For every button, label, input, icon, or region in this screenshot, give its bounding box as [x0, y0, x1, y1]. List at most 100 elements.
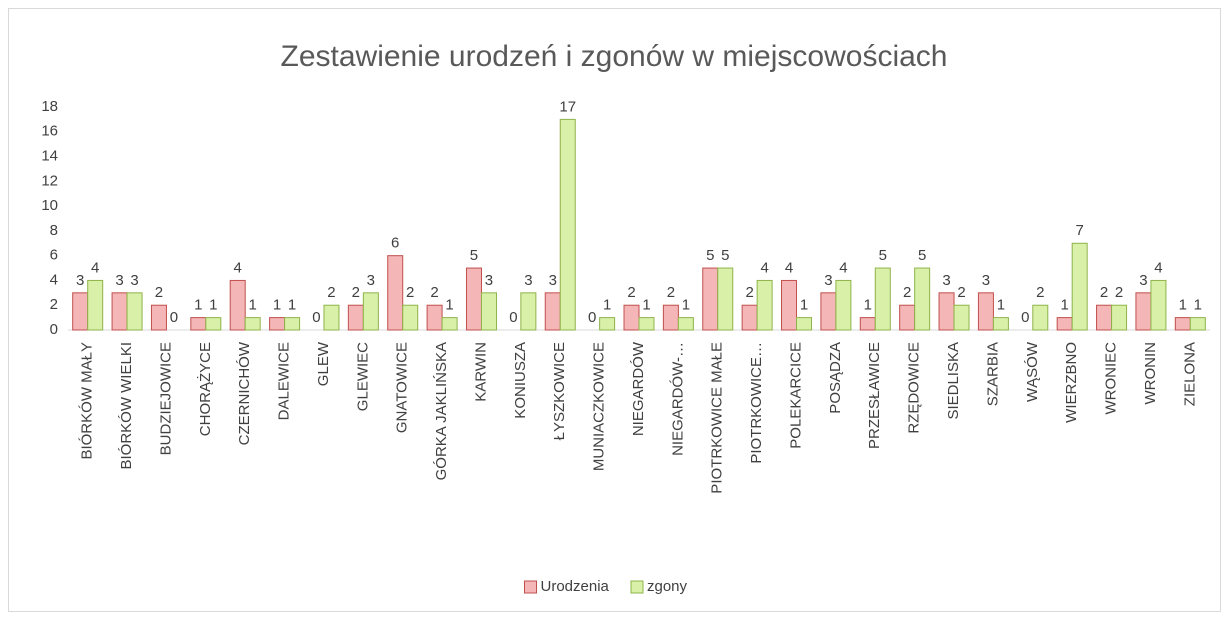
y-tick-label: 0	[50, 321, 58, 338]
data-label: 0	[588, 309, 596, 326]
x-tick-label: KONIUSZA	[512, 342, 529, 419]
data-label: 3	[485, 272, 493, 289]
bar	[520, 292, 537, 331]
x-tick-label: PIOTRKOWICE…	[748, 342, 765, 464]
data-label: 1	[1179, 297, 1187, 314]
data-label: 3	[942, 272, 950, 289]
data-label: 3	[367, 272, 375, 289]
bar	[874, 267, 891, 331]
x-tick-label: WRONIEC	[1103, 342, 1120, 415]
x-tick-label: GÓRKA JAKLIŃSKA	[433, 342, 450, 480]
data-label: 2	[1100, 284, 1108, 301]
bar	[1056, 317, 1073, 331]
data-label: 0	[312, 309, 320, 326]
bar	[796, 317, 813, 331]
bar	[677, 317, 694, 331]
bar	[323, 304, 340, 331]
bar	[111, 292, 128, 331]
bar	[190, 317, 207, 331]
data-label: 2	[627, 284, 635, 301]
bar	[741, 304, 758, 331]
bar	[72, 292, 89, 331]
x-tick-label: ŁYSZKOWICE	[551, 342, 568, 440]
data-label: 1	[603, 297, 611, 314]
x-tick-label: RZĘDOWICE	[906, 342, 923, 434]
x-tick-label: PRZESŁAWICE	[866, 342, 883, 449]
bar	[87, 279, 104, 331]
legend-swatch	[524, 580, 537, 594]
x-tick-label: POSĄDZA	[827, 342, 844, 414]
data-label: 1	[249, 297, 257, 314]
data-label: 3	[130, 272, 138, 289]
x-tick-label: WRONIN	[1142, 342, 1159, 405]
bar	[544, 292, 561, 331]
x-tick-label: PIOTRKOWICE MAŁE	[709, 342, 726, 494]
bar	[717, 267, 734, 331]
data-label: 5	[706, 247, 714, 264]
data-label: 1	[273, 297, 281, 314]
bar	[953, 304, 970, 331]
bar	[269, 317, 286, 331]
data-label: 3	[1139, 272, 1147, 289]
bar	[126, 292, 143, 331]
data-label: 1	[642, 297, 650, 314]
x-tick-label: SZARBIA	[984, 342, 1001, 406]
bar	[480, 292, 497, 331]
bar	[426, 304, 443, 331]
x-tick-label: KARWIN	[472, 342, 489, 402]
data-label: 2	[903, 284, 911, 301]
bar	[781, 279, 798, 331]
x-tick-label: NIEGARDÓW	[630, 341, 647, 436]
bar	[1111, 304, 1128, 331]
data-label: 2	[667, 284, 675, 301]
bar	[820, 292, 837, 331]
data-label: 1	[288, 297, 296, 314]
x-tick-label: BIÓRKÓW WIELKI	[118, 342, 135, 470]
data-label: 2	[957, 284, 965, 301]
x-tick-label: CHORĄŻYCE	[196, 342, 214, 436]
data-label: 0	[170, 309, 178, 326]
bar	[244, 317, 261, 331]
bar	[402, 304, 419, 331]
data-label: 1	[997, 297, 1005, 314]
data-label: 1	[209, 297, 217, 314]
bar	[662, 304, 679, 331]
data-label: 0	[1021, 309, 1029, 326]
x-tick-label: DALEWICE	[276, 342, 293, 420]
x-tick-label: WIERZBNO	[1063, 342, 1080, 423]
data-label: 4	[1154, 259, 1162, 276]
bar	[899, 304, 916, 331]
data-label: 1	[800, 297, 808, 314]
bar	[623, 304, 640, 331]
legend-label: zgony	[647, 578, 688, 595]
y-tick-label: 2	[50, 296, 58, 313]
data-label: 5	[470, 247, 478, 264]
bar	[859, 317, 876, 331]
x-tick-label: BIÓRKÓW MAŁY	[79, 342, 96, 460]
bar	[914, 267, 931, 331]
bar	[1150, 279, 1167, 331]
data-label: 2	[406, 284, 414, 301]
y-tick-label: 4	[50, 271, 58, 288]
x-tick-label: CZERNICHÓW	[236, 341, 253, 445]
data-label: 2	[155, 284, 163, 301]
y-tick-label: 10	[41, 197, 58, 214]
data-label: 1	[682, 297, 690, 314]
data-label: 4	[234, 259, 242, 276]
data-label: 3	[549, 272, 557, 289]
data-label: 7	[1076, 222, 1084, 239]
bar	[465, 267, 482, 331]
bar	[284, 317, 301, 331]
bar	[938, 292, 955, 331]
bar	[1174, 317, 1191, 331]
data-label: 5	[721, 247, 729, 264]
bar	[702, 267, 719, 331]
y-tick-label: 6	[50, 247, 58, 264]
bar	[992, 317, 1009, 331]
data-label: 4	[785, 259, 793, 276]
data-label: 1	[864, 297, 872, 314]
x-tick-label: GNATOWICE	[394, 342, 411, 433]
data-label: 3	[982, 272, 990, 289]
data-label: 4	[91, 259, 99, 276]
